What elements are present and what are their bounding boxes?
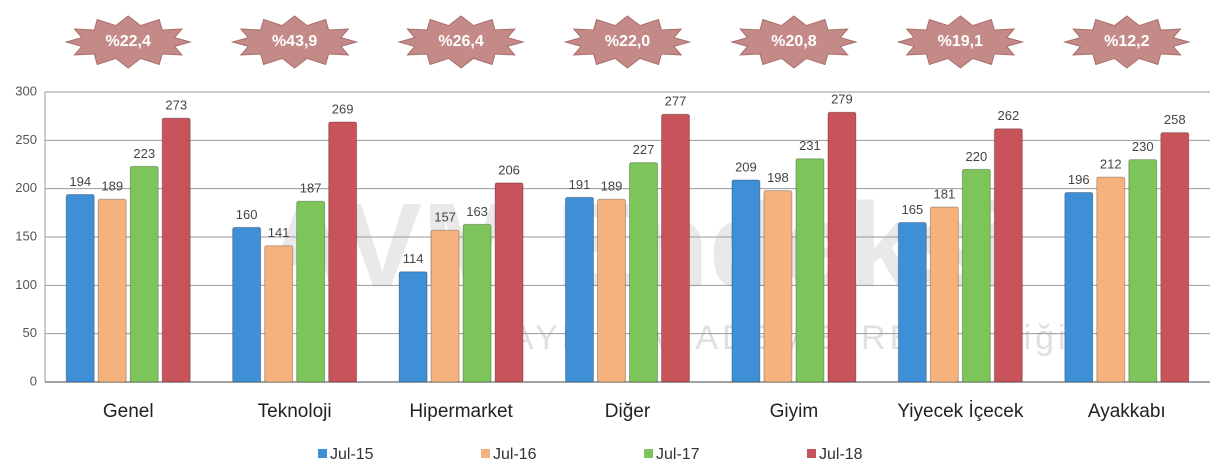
bar: [597, 198, 626, 383]
value-label: 181: [934, 186, 956, 201]
bar: [629, 162, 658, 383]
change-label: %19,1: [938, 33, 983, 50]
bar: [661, 113, 690, 383]
bar: [993, 128, 1023, 383]
bar: [929, 206, 959, 383]
value-label: 198: [767, 170, 789, 185]
bar: [731, 179, 761, 383]
y-tick-label: 50: [23, 325, 37, 340]
value-label: 206: [498, 162, 520, 177]
x-tick-label: Diğer: [605, 401, 651, 422]
value-label: 189: [101, 179, 123, 194]
legend-label: Jul-17: [656, 446, 700, 463]
bar: [296, 200, 326, 383]
value-label: 269: [332, 101, 354, 116]
badge-star: [397, 15, 525, 69]
badge-star: [230, 15, 359, 69]
badge-star: [64, 15, 193, 69]
bar: [795, 158, 825, 383]
x-tick-label: Teknoloji: [258, 401, 332, 422]
value-label: 141: [268, 225, 290, 240]
bar: [961, 168, 991, 383]
badge-star: [563, 15, 692, 69]
y-tick-label: 100: [15, 277, 37, 292]
bar: [430, 229, 460, 383]
y-tick-label: 150: [15, 228, 37, 243]
x-tick-label: Ayakkabı: [1088, 401, 1166, 422]
bar: [462, 223, 492, 383]
change-label: %43,9: [272, 33, 317, 50]
legend-label: Jul-16: [493, 446, 537, 463]
y-tick-label: 200: [15, 180, 37, 195]
x-tick-label: Hipermarket: [409, 401, 513, 422]
bar: [161, 117, 191, 383]
value-label: 160: [236, 207, 258, 222]
bar: [565, 196, 594, 383]
bar: [398, 271, 428, 383]
legend-swatch: [644, 449, 653, 458]
value-label: 194: [69, 174, 91, 189]
value-label: 157: [434, 210, 456, 225]
change-label: %22,4: [106, 33, 151, 50]
legend-swatch: [481, 449, 490, 458]
bar: [1096, 176, 1126, 383]
value-label: 189: [601, 179, 623, 194]
bar: [328, 121, 358, 383]
x-tick-label: Giyim: [770, 401, 819, 422]
value-label: 191: [569, 177, 591, 192]
value-label: 196: [1068, 172, 1090, 187]
bar: [763, 190, 793, 383]
x-tick-label: Yiyecek İçecek: [897, 401, 1024, 422]
badge-star: [896, 15, 1025, 69]
bar: [232, 226, 262, 383]
change-label: %12,2: [1104, 33, 1149, 50]
value-label: 212: [1100, 157, 1122, 172]
value-label: 187: [300, 181, 322, 196]
y-tick-label: 300: [15, 83, 37, 98]
bar: [97, 198, 127, 383]
value-label: 277: [665, 94, 687, 109]
bar: [129, 165, 159, 383]
change-label: %22,0: [605, 33, 650, 50]
change-label: %26,4: [438, 33, 483, 50]
value-label: 231: [799, 138, 821, 153]
value-label: 273: [165, 98, 187, 113]
bar: [1128, 159, 1158, 383]
bar: [1064, 192, 1094, 383]
bar: [1160, 132, 1190, 383]
bar: [65, 193, 95, 383]
value-label: 258: [1164, 112, 1186, 127]
value-label: 220: [966, 149, 988, 164]
value-label: 223: [133, 146, 155, 161]
legend-swatch: [318, 449, 327, 458]
x-tick-label: Genel: [103, 401, 154, 422]
badge-star: [730, 15, 858, 69]
bar: [264, 245, 294, 383]
value-label: 209: [735, 159, 757, 174]
value-label: 230: [1132, 139, 1154, 154]
value-label: 114: [403, 251, 424, 266]
bar: [494, 182, 524, 383]
badge-star: [1062, 15, 1191, 69]
value-label: 227: [633, 142, 655, 157]
value-label: 163: [466, 204, 488, 219]
value-label: 279: [831, 92, 853, 107]
change-label: %20,8: [771, 33, 816, 50]
bar: [827, 111, 857, 383]
legend-label: Jul-18: [819, 446, 863, 463]
value-label: 165: [902, 202, 924, 217]
y-tick-label: 250: [15, 132, 37, 147]
bar: [897, 222, 927, 383]
legend-label: Jul-15: [330, 446, 374, 463]
legend-swatch: [807, 449, 816, 458]
value-label: 262: [998, 108, 1020, 123]
y-tick-label: 0: [30, 373, 37, 388]
